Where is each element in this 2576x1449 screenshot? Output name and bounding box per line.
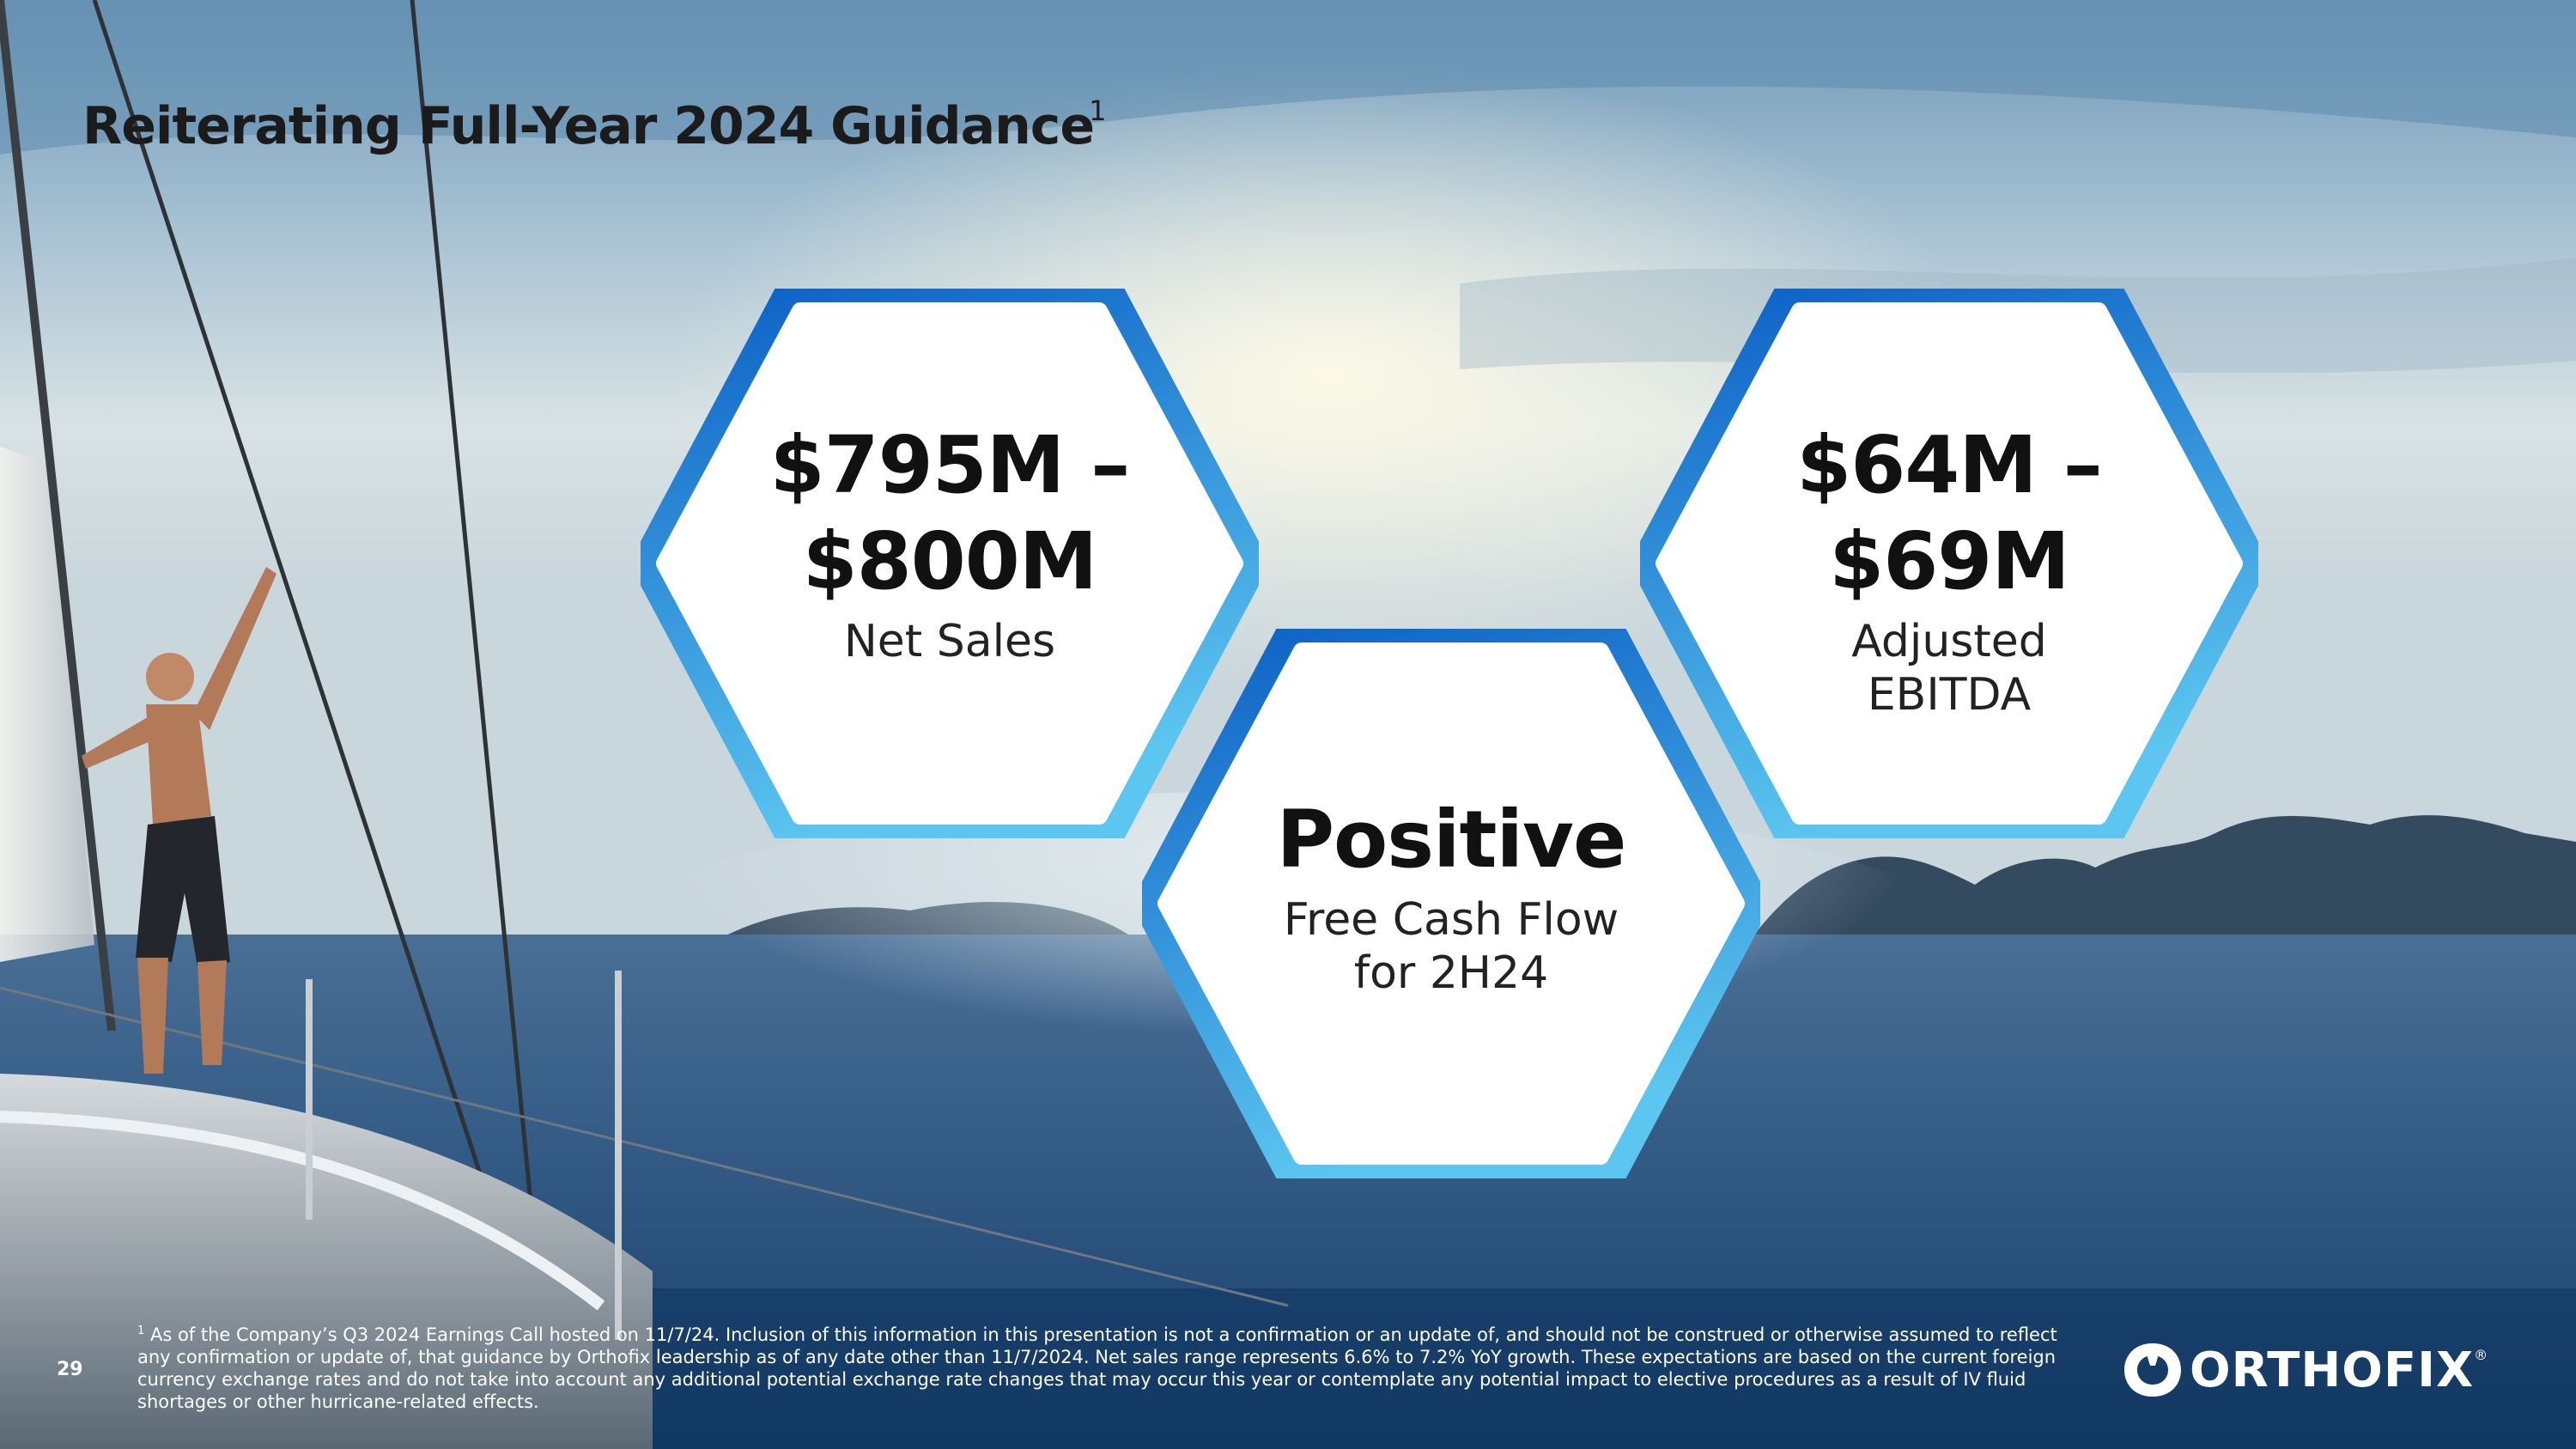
fcf-value: Positive bbox=[1276, 794, 1627, 886]
net-sales-hexagon: $795M – $800M Net Sales bbox=[641, 289, 1259, 838]
title-text: Reiterating Full-Year 2024 Guidance bbox=[82, 96, 1095, 156]
footnote-marker: 1 bbox=[137, 1324, 145, 1337]
net-sales-text: $795M – $800M Net Sales bbox=[718, 417, 1182, 668]
orthofix-mark-icon bbox=[2124, 1343, 2181, 1397]
adjusted-ebitda-text: $64M – $69M Adjusted EBITDA bbox=[1717, 417, 2181, 721]
title-footnote-marker: 1 bbox=[1089, 94, 1106, 127]
net-sales-label: Net Sales bbox=[843, 616, 1056, 667]
net-sales-value-line2: $800M bbox=[802, 515, 1098, 607]
registered-mark: ® bbox=[2474, 1347, 2488, 1363]
net-sales-value-line1: $795M – bbox=[769, 419, 1131, 511]
footnote: 1 As of the Company’s Q3 2024 Earnings C… bbox=[137, 1320, 2069, 1413]
fcf-label-line2: for 2H24 bbox=[1353, 947, 1549, 999]
hexagon-frame bbox=[1142, 629, 1760, 1178]
fcf-label-line1: Free Cash Flow bbox=[1283, 894, 1619, 946]
hexagon-frame bbox=[641, 289, 1259, 838]
ebitda-label-line2: EBITDA bbox=[1867, 669, 2032, 721]
ebitda-value-line1: $64M – bbox=[1796, 419, 2103, 511]
orthofix-wordmark: ORTHOFIX bbox=[2190, 1342, 2475, 1398]
page-title: Reiterating Full-Year 2024 Guidance1 bbox=[82, 94, 1106, 156]
free-cash-flow-text: Positive Free Cash Flow for 2H24 bbox=[1219, 792, 1683, 1000]
orthofix-logo: ORTHOFIX ® bbox=[2121, 1340, 2488, 1400]
free-cash-flow-hexagon: Positive Free Cash Flow for 2H24 bbox=[1142, 629, 1760, 1178]
adjusted-ebitda-hexagon: $64M – $69M Adjusted EBITDA bbox=[1640, 289, 2258, 838]
footnote-text: As of the Company’s Q3 2024 Earnings Cal… bbox=[137, 1324, 2057, 1412]
hexagon-frame bbox=[1640, 289, 2258, 838]
page-number: 29 bbox=[57, 1359, 83, 1380]
ebitda-value-line2: $69M bbox=[1829, 515, 2070, 607]
ebitda-label-line1: Adjusted bbox=[1851, 616, 2047, 667]
